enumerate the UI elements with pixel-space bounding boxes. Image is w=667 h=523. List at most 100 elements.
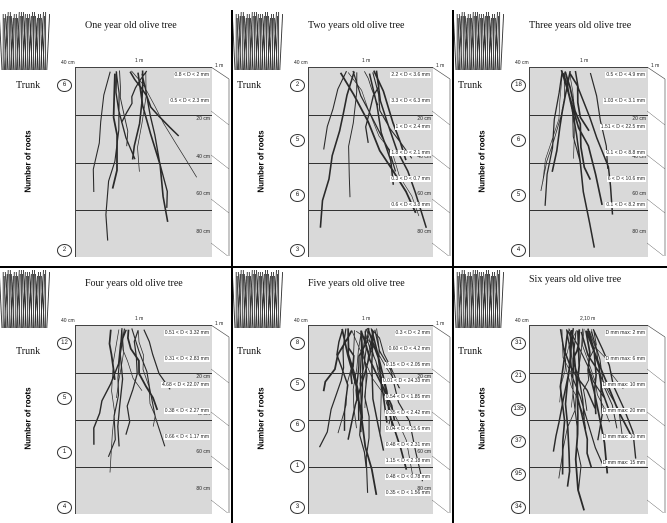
diameter-annotation: 0.38 < D < 2.27 mm bbox=[163, 408, 210, 414]
diameter-annotation: 0.60 < D < 4.2 mm bbox=[387, 346, 431, 352]
panel-title: Two years old olive tree bbox=[308, 20, 405, 31]
diameter-annotation: 0.15 < D < 2.05 mm bbox=[384, 362, 431, 368]
grass-icon bbox=[233, 11, 283, 70]
depth-line bbox=[76, 163, 212, 164]
root-count-bubble: 5 bbox=[290, 134, 305, 147]
diameter-annotation: 1.15 < D < 2.18 mm bbox=[384, 458, 431, 464]
root-count-bubble: 6 bbox=[290, 189, 305, 202]
root-count-bubble: 135 bbox=[511, 403, 526, 416]
panel-divider bbox=[231, 10, 233, 523]
profile-perspective bbox=[647, 67, 666, 256]
diameter-annotation: 0.66 < D < 1.17 mm bbox=[163, 434, 210, 440]
depth-line bbox=[309, 373, 433, 374]
root-count-bubble: 31 bbox=[511, 337, 526, 350]
diameter-annotation: 0.5 < D < 2.3 mm bbox=[169, 98, 210, 104]
diameter-annotation: 0.51 < D < 3.32 mm bbox=[163, 330, 210, 336]
profile-perspective bbox=[647, 325, 666, 513]
width-scale-label: 1 m bbox=[362, 58, 371, 64]
panel-4: Four years old olive tree Trunk 40 cm 1 m 1 … bbox=[0, 268, 231, 523]
trunk-label: Trunk bbox=[237, 80, 262, 91]
diameter-annotation: 0.48 < D < 0.78 mm bbox=[384, 474, 431, 480]
width-scale-label: 1 m bbox=[362, 316, 371, 322]
root-count-bubble: 2 bbox=[57, 244, 72, 257]
depth-label: 80 cm bbox=[196, 229, 210, 235]
diameter-annotation: 0.8 < D < 2 mm bbox=[173, 72, 210, 78]
diameter-annotation: 1.03 < D < 3.1 mm bbox=[602, 98, 646, 104]
profile-perspective bbox=[211, 325, 230, 513]
side-scale-label: 1 m bbox=[215, 63, 224, 69]
panel-title: Five years old olive tree bbox=[308, 278, 405, 289]
depth-label: 60 cm bbox=[417, 191, 431, 197]
grass-icon bbox=[233, 269, 283, 328]
diameter-annotation: D mm max: 10 mm bbox=[601, 382, 646, 388]
root-system bbox=[540, 69, 614, 248]
root-count-bubble: 3 bbox=[290, 501, 305, 514]
depth-label: 60 cm bbox=[196, 449, 210, 455]
soil-profile: 20 cm 40 cm 60 cm 80 cm 0.5 < D < 4.9 mm 1.03… bbox=[529, 67, 648, 257]
root-count-bubble: 5 bbox=[57, 392, 72, 405]
root-count-bubble: 6 bbox=[290, 419, 305, 432]
depth-top-label: 40 cm bbox=[61, 318, 75, 324]
diameter-annotation: 0.35 < D < 2.42 mm bbox=[384, 410, 431, 416]
width-scale-label: 1 m bbox=[135, 316, 144, 322]
trunk-label: Trunk bbox=[458, 346, 483, 357]
depth-line bbox=[76, 467, 212, 468]
root-count-bubble: 4 bbox=[511, 244, 526, 257]
depth-line bbox=[530, 420, 648, 421]
depth-line bbox=[530, 163, 648, 164]
panel-2: Two years old olive tree Trunk 40 cm 1 m 1 m… bbox=[233, 10, 452, 266]
diameter-annotation: 0.1 < D < 8.2 mm bbox=[605, 202, 646, 208]
depth-top-label: 40 cm bbox=[515, 60, 529, 66]
trunk-label: Trunk bbox=[16, 346, 41, 357]
side-scale-label: 1 m bbox=[436, 321, 445, 327]
depth-label: 20 cm bbox=[196, 116, 210, 122]
grass-icon bbox=[0, 269, 50, 328]
panel-divider bbox=[452, 10, 454, 523]
soil-profile: 20 cm 40 cm 60 cm 80 cm 0.8 < D < 2 mm 0.5 < … bbox=[75, 67, 212, 257]
root-count-bubble: 12 bbox=[57, 337, 72, 350]
panel-1: One year old olive tree Trunk 40 cm 1 m 1 m N… bbox=[0, 10, 231, 266]
soil-profile: D mm max: 2 mm D mm max: 6 mm D mm max: 10… bbox=[529, 325, 648, 514]
diameter-annotation: D mm max: 2 mm bbox=[604, 330, 646, 336]
depth-line bbox=[530, 373, 648, 374]
profile-perspective bbox=[432, 325, 451, 513]
side-scale-label: 1 m bbox=[436, 63, 445, 69]
profile-perspective bbox=[211, 67, 230, 256]
depth-label: 80 cm bbox=[417, 229, 431, 235]
depth-line bbox=[76, 210, 212, 211]
diameter-annotation: 0.6 < D < 3.8 mm bbox=[390, 202, 431, 208]
y-axis-label: Number of roots bbox=[477, 387, 487, 450]
diameter-annotation: D mm max: 20 mm bbox=[601, 408, 646, 414]
depth-label: 40 cm bbox=[196, 411, 210, 417]
root-count-bubble: 3 bbox=[290, 244, 305, 257]
root-system bbox=[93, 328, 171, 473]
depth-top-label: 40 cm bbox=[515, 318, 529, 324]
depth-label: 60 cm bbox=[632, 191, 646, 197]
y-axis-label: Number of roots bbox=[256, 129, 266, 193]
depth-label: 80 cm bbox=[196, 486, 210, 492]
grass-icon bbox=[454, 269, 504, 328]
root-count-bubble: 5 bbox=[290, 378, 305, 391]
diameter-annotation: 0.04 < D < 15.6 mm bbox=[384, 426, 431, 432]
root-count-bubble: 4 bbox=[57, 501, 72, 514]
diameter-annotation: 1.8 < D < 2.1 mm bbox=[390, 150, 431, 156]
depth-label: 40 cm bbox=[417, 154, 431, 160]
diameter-annotation: 1 < D < 2.4 mm bbox=[394, 124, 431, 130]
y-axis-label: Number of roots bbox=[256, 387, 266, 450]
root-count-bubble: 6 bbox=[57, 79, 72, 92]
diameter-annotation: D mm max: 15 mm bbox=[601, 460, 646, 466]
panel-divider bbox=[0, 266, 667, 268]
root-count-bubble: 2 bbox=[290, 79, 305, 92]
trunk-label: Trunk bbox=[16, 80, 41, 91]
diameter-annotation: 2.2 < D < 3.6 mm bbox=[390, 72, 431, 78]
panel-title: Four years old olive tree bbox=[85, 278, 183, 289]
diameter-annotation: 0.3 < D < 2 mm bbox=[394, 330, 431, 336]
diameter-annotation: 6 < D < 10.6 mm bbox=[606, 176, 646, 182]
panel-title: One year old olive tree bbox=[85, 20, 177, 31]
depth-top-label: 40 cm bbox=[61, 60, 75, 66]
panel-3: Three years old olive tree Trunk 40 cm 1 m 1… bbox=[454, 10, 667, 266]
width-scale-label: 1 m bbox=[580, 58, 589, 64]
depth-line bbox=[76, 373, 212, 374]
depth-label: 40 cm bbox=[632, 154, 646, 160]
